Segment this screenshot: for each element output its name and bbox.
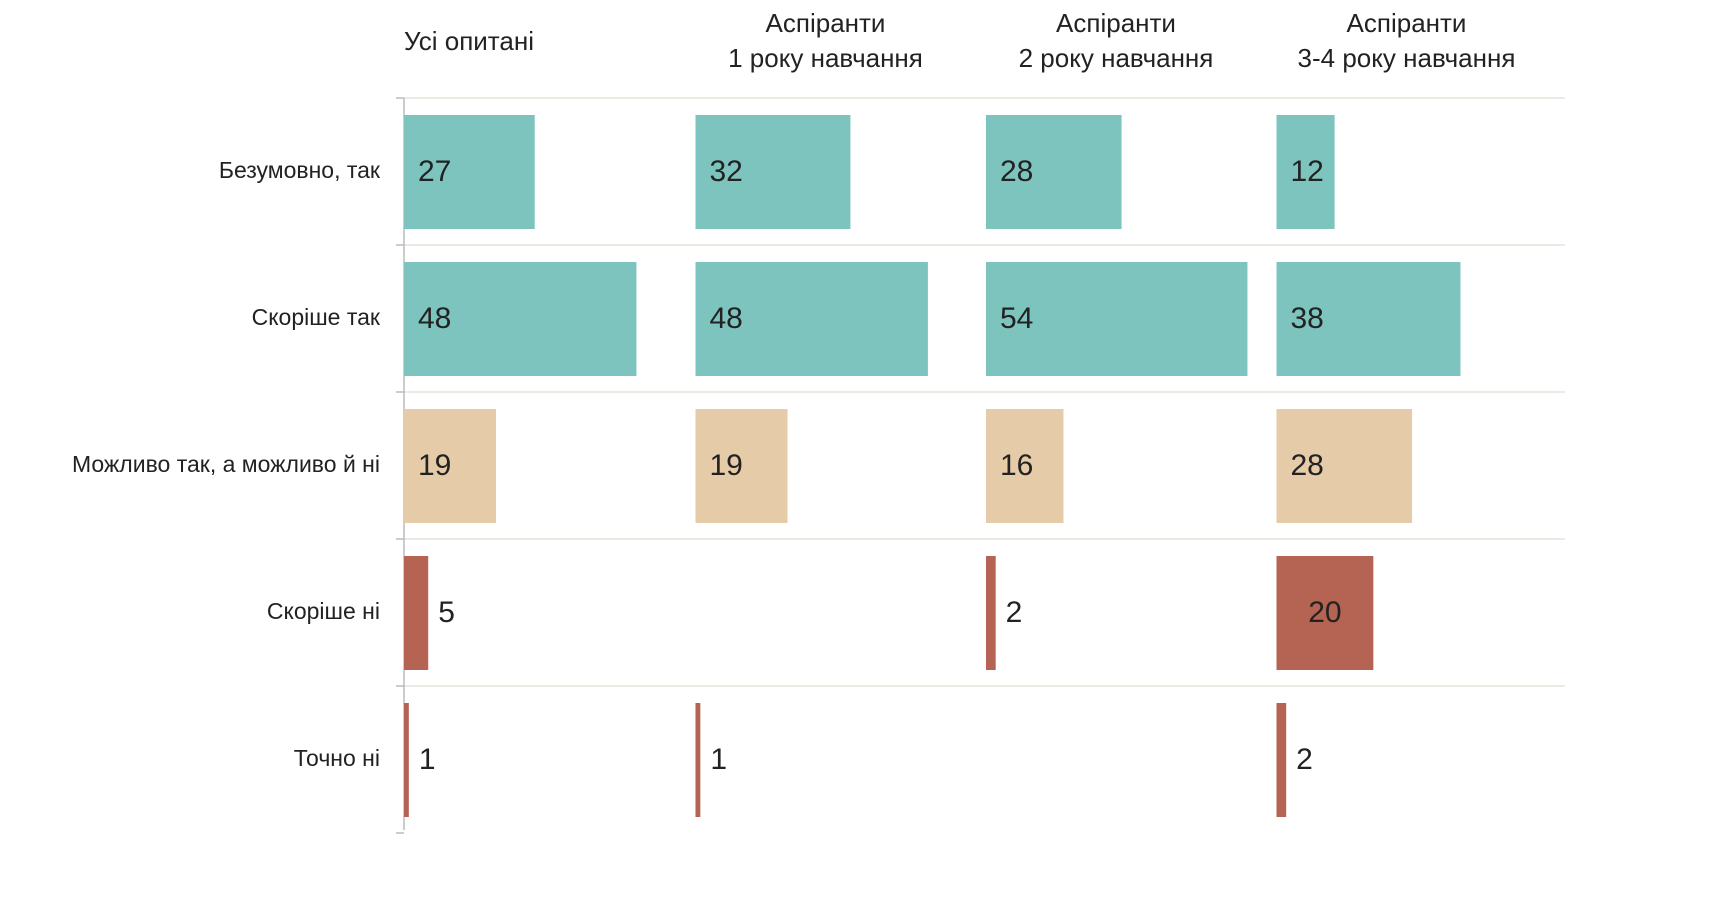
bar: [404, 703, 409, 817]
value-label: 12: [1291, 155, 1324, 188]
value-label: 16: [1000, 449, 1033, 482]
value-label: 20: [1308, 596, 1341, 629]
value-label: 1: [710, 743, 727, 776]
column-header: Аспіранти 1 року навчання: [728, 8, 923, 73]
bar: [986, 409, 1064, 523]
bar: [1276, 703, 1287, 817]
value-label: 5: [438, 596, 455, 629]
bar: [695, 703, 701, 817]
value-label: 28: [1291, 449, 1324, 482]
category-label: Можливо так, а можливо й ні: [72, 451, 380, 477]
category-label: Скоріше ні: [267, 598, 380, 624]
value-label: 2: [1006, 596, 1023, 629]
bar: [695, 409, 788, 523]
bar: [986, 262, 1248, 376]
bar: [986, 115, 1122, 229]
value-label: 48: [418, 302, 451, 335]
bar: [695, 115, 851, 229]
column-header: Аспіранти 2 року навчання: [1018, 8, 1214, 73]
bar: [986, 556, 996, 670]
bar: [404, 262, 637, 376]
bar: [404, 115, 535, 229]
bar: [1276, 115, 1335, 229]
value-label: 38: [1291, 302, 1324, 335]
bar: [695, 262, 928, 376]
column-header: Аспіранти 3-4 року навчання: [1297, 8, 1516, 73]
value-label: 19: [710, 449, 743, 482]
bar: [1276, 556, 1374, 670]
value-label: 27: [418, 155, 451, 188]
value-label: 2: [1296, 743, 1313, 776]
category-label: Безумовно, так: [219, 157, 381, 183]
bar: [1276, 262, 1461, 376]
bar: [404, 409, 496, 523]
category-label: Скоріше так: [252, 304, 381, 330]
value-label: 19: [418, 449, 451, 482]
value-label: 1: [419, 743, 436, 776]
value-label: 54: [1000, 302, 1033, 335]
bar: [1276, 409, 1413, 523]
column-header: Усі опитані: [403, 26, 535, 56]
value-label: 48: [710, 302, 743, 335]
value-label: 28: [1000, 155, 1033, 188]
category-label: Точно ні: [294, 745, 380, 771]
bar: [404, 556, 429, 670]
value-label: 32: [710, 155, 743, 188]
